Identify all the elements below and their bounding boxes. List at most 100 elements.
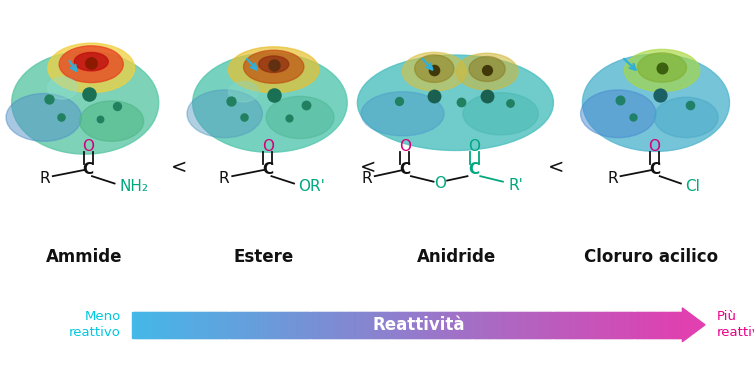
Bar xyxy=(348,312,350,338)
Text: Cl: Cl xyxy=(685,179,700,193)
Bar xyxy=(336,312,339,338)
Bar xyxy=(268,312,271,338)
Bar xyxy=(340,312,342,338)
Text: Reattività: Reattività xyxy=(372,316,464,334)
Ellipse shape xyxy=(244,50,304,83)
Bar xyxy=(318,312,320,338)
Ellipse shape xyxy=(624,49,700,92)
Bar xyxy=(287,312,290,338)
Bar xyxy=(272,312,274,338)
Bar xyxy=(216,312,219,338)
Bar xyxy=(410,312,412,338)
Bar xyxy=(211,312,214,338)
Bar xyxy=(679,312,682,338)
Bar xyxy=(362,312,365,338)
Bar xyxy=(231,312,234,338)
Point xyxy=(268,62,280,68)
Bar xyxy=(590,312,593,338)
Bar xyxy=(578,312,580,338)
Bar xyxy=(261,312,263,338)
Text: C: C xyxy=(649,163,660,177)
Bar xyxy=(408,312,411,338)
Bar xyxy=(354,312,357,338)
Bar xyxy=(213,312,216,338)
Bar xyxy=(417,312,420,338)
Bar xyxy=(312,312,315,338)
Text: OR': OR' xyxy=(299,179,326,193)
Bar xyxy=(379,312,382,338)
Bar xyxy=(256,312,258,338)
Text: O: O xyxy=(434,176,446,191)
Bar xyxy=(507,312,510,338)
Point xyxy=(43,96,55,102)
Bar xyxy=(353,312,356,338)
Bar xyxy=(620,312,623,338)
Bar xyxy=(477,312,479,338)
Text: Anidride: Anidride xyxy=(416,248,496,266)
Bar xyxy=(349,312,352,338)
Bar xyxy=(562,312,566,338)
Bar xyxy=(207,312,210,338)
Bar xyxy=(510,312,512,338)
Ellipse shape xyxy=(469,57,505,81)
Bar xyxy=(673,312,676,338)
Bar xyxy=(633,312,636,338)
Point xyxy=(111,103,123,109)
Bar xyxy=(414,312,416,338)
Bar xyxy=(515,312,517,338)
Point xyxy=(55,115,67,120)
Polygon shape xyxy=(682,308,705,342)
Bar xyxy=(469,312,471,338)
Bar xyxy=(625,312,628,338)
Bar xyxy=(454,312,457,338)
Bar xyxy=(677,312,679,338)
Bar xyxy=(386,312,388,338)
Bar xyxy=(202,312,204,338)
Bar xyxy=(631,312,633,338)
Bar xyxy=(548,312,550,338)
Bar xyxy=(277,312,280,338)
Bar xyxy=(369,312,372,338)
Bar xyxy=(519,312,521,338)
Bar xyxy=(434,312,437,338)
Ellipse shape xyxy=(6,94,81,141)
Bar xyxy=(143,312,146,338)
Bar xyxy=(553,312,556,338)
Bar xyxy=(421,312,424,338)
Bar xyxy=(461,312,464,338)
Bar xyxy=(358,312,361,338)
Bar xyxy=(648,312,650,338)
Bar xyxy=(491,312,494,338)
Bar xyxy=(137,312,140,338)
Bar xyxy=(516,312,520,338)
Bar xyxy=(307,312,309,338)
Bar xyxy=(621,312,624,338)
Bar xyxy=(419,312,421,338)
Bar xyxy=(296,312,299,338)
Point xyxy=(85,60,97,66)
Bar xyxy=(132,312,135,338)
Bar xyxy=(569,312,571,338)
Bar xyxy=(390,312,392,338)
Bar xyxy=(395,312,398,338)
Text: Cloruro acilico: Cloruro acilico xyxy=(584,248,718,266)
Bar xyxy=(642,312,645,338)
Ellipse shape xyxy=(361,92,444,136)
Bar xyxy=(176,312,179,338)
Bar xyxy=(425,312,428,338)
Bar xyxy=(603,312,606,338)
Bar xyxy=(375,312,378,338)
Bar xyxy=(649,312,652,338)
Bar xyxy=(206,312,208,338)
Bar xyxy=(196,312,199,338)
Bar xyxy=(289,312,291,338)
Text: R: R xyxy=(39,171,50,186)
Bar xyxy=(605,312,608,338)
Point xyxy=(393,98,405,104)
Point xyxy=(684,102,696,108)
Bar xyxy=(675,312,678,338)
Bar xyxy=(463,312,466,338)
Bar xyxy=(391,312,394,338)
Bar xyxy=(523,312,525,338)
Bar xyxy=(557,312,560,338)
